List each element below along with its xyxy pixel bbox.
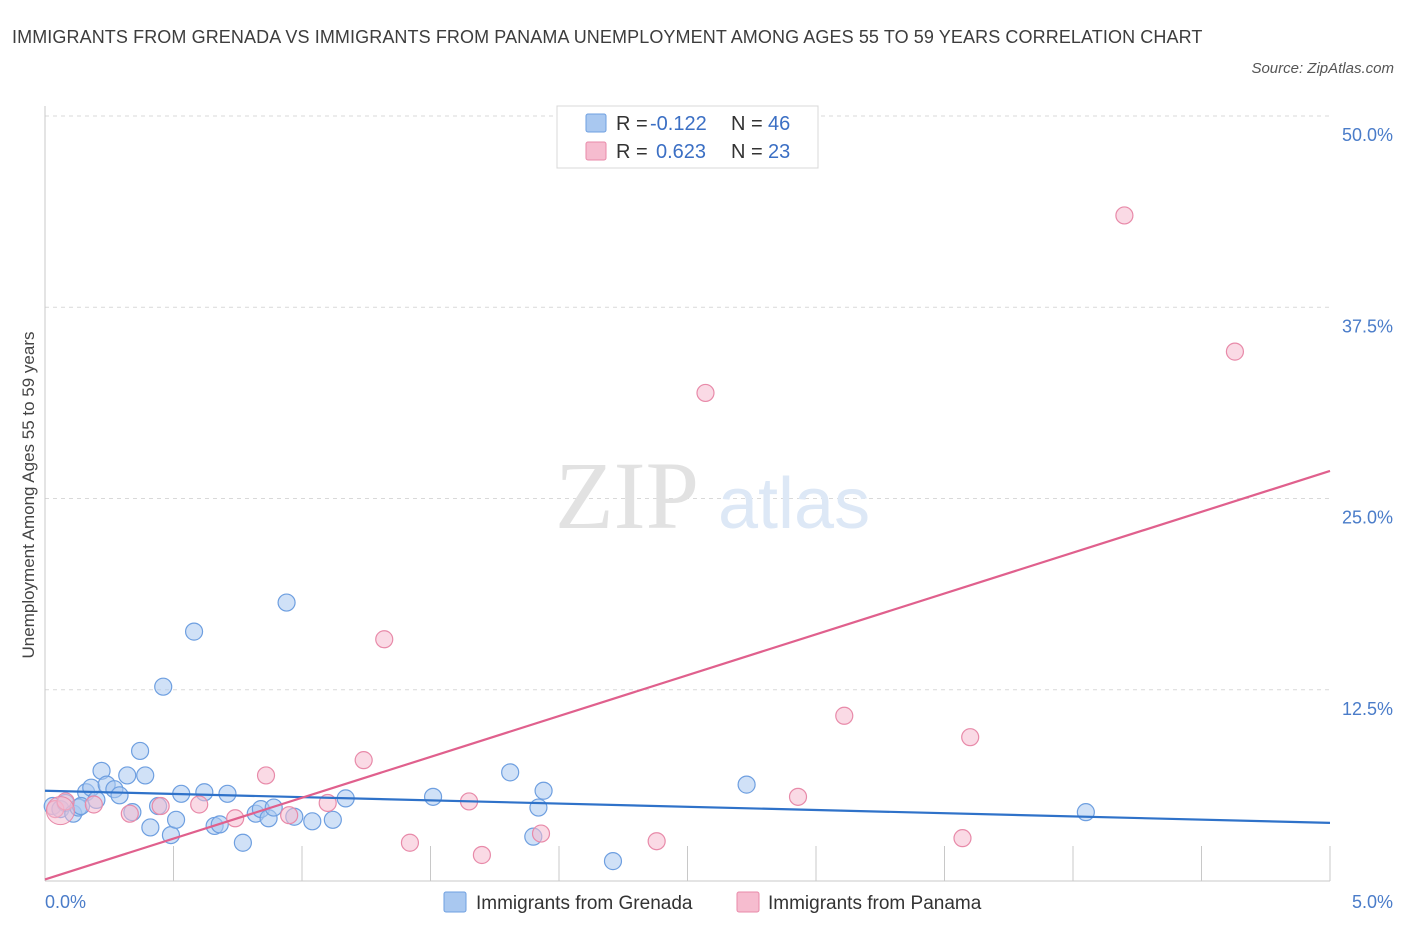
panama-point-7 <box>256 766 276 785</box>
panama-point-22 <box>1115 206 1134 225</box>
panama-trend-line <box>44 469 1331 881</box>
y-tick-label-0: 50.0% <box>1342 125 1393 145</box>
grenada-point-43 <box>737 775 756 794</box>
grenada-point-26 <box>218 784 237 803</box>
panama-point-12 <box>400 833 420 852</box>
grenada-point-35 <box>323 810 342 829</box>
grenada-point-34 <box>303 812 322 831</box>
panama-n-value: 23 <box>768 141 790 163</box>
panama-point-10 <box>354 751 373 770</box>
grenada-n-value: 46 <box>768 113 790 135</box>
panama-point-23 <box>1225 342 1245 361</box>
stats-legend: R = -0.122 N = 46 R = 0.623 N = 23 <box>556 105 819 169</box>
grenada-r-value: -0.122 <box>650 113 707 135</box>
panama-cluster-point <box>45 796 75 826</box>
panama-point-14 <box>472 845 491 865</box>
grenada-point-11 <box>110 786 129 805</box>
grenada-point-44 <box>1076 803 1095 822</box>
grenada-series-label: Immigrants from Grenada <box>476 893 693 914</box>
y-tick-label-3: 12.5% <box>1342 699 1393 719</box>
panama-point-18 <box>788 787 808 806</box>
y-tick-labels: 50.0% 37.5% 25.0% 12.5% <box>1342 125 1393 719</box>
trend-lines <box>44 469 1331 881</box>
panama-point-16 <box>647 832 666 851</box>
panama-point-19 <box>835 706 854 725</box>
grenada-point-14 <box>130 741 150 761</box>
panama-point-21 <box>961 728 980 747</box>
grenada-point-37 <box>423 787 443 806</box>
panama-point-8 <box>280 806 299 825</box>
grenada-point-32 <box>277 593 296 612</box>
grenada-point-41 <box>534 781 553 800</box>
grenada-legend-swatch <box>585 113 607 133</box>
panama-point-5 <box>190 795 209 814</box>
grenada-n-label: N = <box>731 113 763 135</box>
grenada-point-27 <box>233 833 252 852</box>
panama-r-value: 0.623 <box>656 141 706 163</box>
y-axis-title: Unemployment Among Ages 55 to 59 years <box>19 332 38 659</box>
grenada-point-20 <box>166 810 186 829</box>
grenada-point-22 <box>184 622 204 641</box>
chart-title: IMMIGRANTS FROM GRENADA VS IMMIGRANTS FR… <box>12 27 1203 47</box>
x-tick-label-1: 5.0% <box>1352 892 1393 912</box>
data-points <box>43 206 1245 871</box>
chart-source: Source: ZipAtlas.com <box>1251 60 1394 77</box>
panama-point-2 <box>84 795 103 814</box>
panama-legend-swatch <box>585 141 607 161</box>
x-axis-ticks <box>44 846 1331 881</box>
x-tick-label-0: 0.0% <box>45 892 86 912</box>
grenada-point-18 <box>154 677 173 696</box>
grenada-r-label: R = <box>616 113 648 135</box>
watermark-atlas: atlas <box>718 464 870 544</box>
panama-n-label: N = <box>731 141 763 163</box>
grenada-trend-line <box>44 789 1331 824</box>
panama-series-swatch <box>736 891 760 913</box>
series-legend: Immigrants from Grenada Immigrants from … <box>443 891 982 914</box>
y-tick-label-2: 25.0% <box>1342 508 1393 528</box>
grenada-point-12 <box>118 766 137 785</box>
watermark: ZIP atlas <box>555 442 870 549</box>
grenada-series-swatch <box>443 891 467 913</box>
grenada-point-40 <box>529 798 548 817</box>
grenada-point-38 <box>501 763 520 782</box>
grid-lines <box>45 115 1330 691</box>
panama-point-4 <box>151 796 170 816</box>
x-tick-labels: 0.0% 5.0% <box>45 892 1393 912</box>
panama-point-17 <box>696 383 715 403</box>
grenada-point-15 <box>136 766 155 785</box>
watermark-zip: ZIP <box>555 442 699 549</box>
grenada-point-16 <box>141 818 160 837</box>
panama-r-label: R = <box>616 141 648 163</box>
panama-point-3 <box>120 804 139 823</box>
panama-series-label: Immigrants from Panama <box>768 893 982 914</box>
panama-point-15 <box>531 824 551 843</box>
panama-point-20 <box>953 829 972 848</box>
grenada-point-42 <box>603 852 623 871</box>
y-tick-label-1: 37.5% <box>1342 316 1393 336</box>
panama-point-11 <box>375 630 394 649</box>
